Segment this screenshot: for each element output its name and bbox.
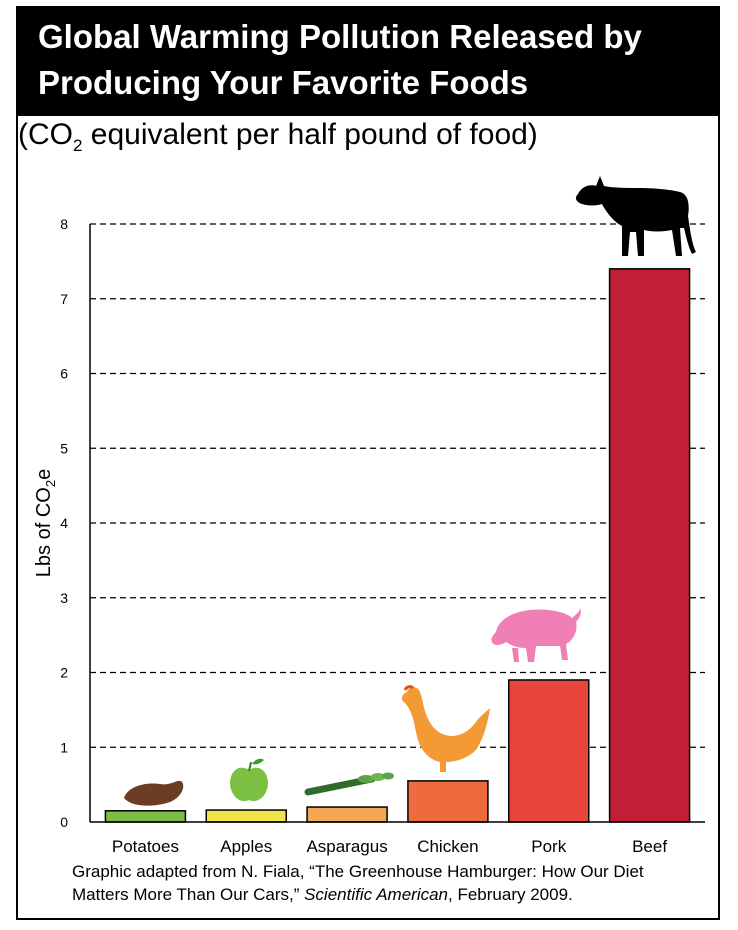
x-tick-label: Asparagus <box>306 837 387 856</box>
y-axis-label: Lbs of CO2e <box>33 469 58 577</box>
bars <box>104 268 691 823</box>
x-tick-label: Apples <box>220 837 272 856</box>
bar-beef <box>608 268 691 823</box>
y-tick-label: 6 <box>60 366 68 382</box>
cow-icon <box>575 176 696 256</box>
y-tick-label: 2 <box>60 665 68 681</box>
y-tick-label: 4 <box>60 515 68 531</box>
x-tick-label: Potatoes <box>112 837 179 856</box>
chicken-icon <box>401 685 490 772</box>
asparagus-icon <box>304 772 394 796</box>
chart-title: Global Warming Pollution Released by Pro… <box>38 18 642 101</box>
apple-icon <box>230 758 268 802</box>
footnote: Graphic adapted from N. Fiala, “The Gree… <box>72 860 692 906</box>
bar-pork <box>508 679 590 823</box>
footnote-date: , February 2009. <box>448 885 573 904</box>
y-label-suffix: e <box>33 469 55 480</box>
y-label-subscript: 2 <box>43 480 58 487</box>
y-tick-label: 0 <box>60 814 68 830</box>
bar-apples <box>205 809 287 823</box>
y-tick-label: 5 <box>60 440 68 456</box>
bar-potatoes <box>104 810 187 823</box>
gridlines <box>90 223 705 748</box>
footnote-text: Graphic adapted from N. Fiala, “The Gree… <box>72 862 644 904</box>
y-label-prefix: Lbs of CO <box>33 487 55 577</box>
y-tick-label: 1 <box>60 739 68 755</box>
x-tick-label: Beef <box>632 837 667 856</box>
footnote-journal: Scientific American <box>304 885 449 904</box>
subtitle-subscript: 2 <box>73 136 83 155</box>
subtitle-suffix: equivalent per half pound of food) <box>82 118 538 151</box>
y-tick-label: 7 <box>60 291 68 307</box>
subtitle-prefix: (CO <box>18 118 73 151</box>
bar-asparagus <box>306 806 388 823</box>
y-tick-label: 8 <box>60 216 68 232</box>
x-axis-labels: Potatoes Apples Asparagus Chicken Pork Beef <box>112 837 667 856</box>
pig-icon <box>491 608 581 662</box>
title-bar: Global Warming Pollution Released by Pro… <box>18 8 718 116</box>
y-axis-ticks: 0 1 2 3 4 5 6 7 8 <box>60 216 68 830</box>
y-tick-label: 3 <box>60 590 68 606</box>
bar-chicken <box>407 780 489 823</box>
potato-icon <box>124 780 184 806</box>
x-tick-label: Chicken <box>417 837 478 856</box>
x-tick-label: Pork <box>531 837 566 856</box>
chart-frame: Global Warming Pollution Released by Pro… <box>16 6 720 920</box>
chart-subtitle: (CO2 equivalent per half pound of food) <box>18 118 538 156</box>
